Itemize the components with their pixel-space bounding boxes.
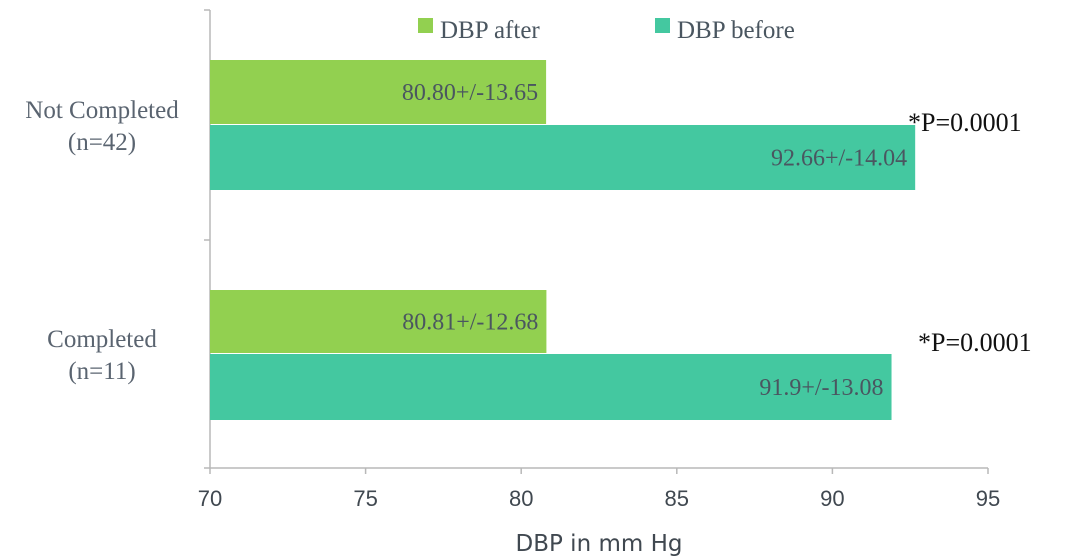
- x-tick-label: 90: [820, 486, 844, 511]
- category-count: (n=11): [68, 358, 135, 385]
- category-label: Completed: [47, 326, 157, 353]
- bar-data-label: 80.81+/-12.68: [402, 310, 538, 336]
- legend-swatch: [655, 18, 670, 33]
- bar-dbp-after: [210, 290, 547, 353]
- axes: 70 75 80 85 90 95 DBP in mm Hg: [198, 9, 1000, 556]
- labels: 80.80+/-13.65 92.66+/-14.04 Not Completed (…: [25, 80, 1031, 401]
- bar-data-label: 80.80+/-13.65: [402, 80, 538, 106]
- bar-dbp-before: [210, 125, 916, 190]
- x-tick-label: 75: [353, 486, 377, 511]
- bars: [210, 60, 916, 420]
- p-value-annotation: *P=0.0001: [918, 328, 1032, 357]
- x-tick-label: 80: [509, 486, 533, 511]
- bar-data-label: 91.9+/-13.08: [759, 375, 883, 401]
- p-value-annotation: *P=0.0001: [908, 108, 1022, 137]
- category-label: Not Completed: [25, 97, 179, 124]
- legend: DBP after DBP before: [418, 17, 795, 44]
- category-count: (n=42): [68, 129, 136, 156]
- x-tick-label: 70: [198, 486, 222, 511]
- x-axis-title: DBP in mm Hg: [516, 531, 683, 556]
- legend-label: DBP after: [440, 17, 540, 44]
- x-tick-label: 95: [976, 486, 1000, 511]
- legend-label: DBP before: [677, 17, 795, 44]
- bar-dbp-after: [210, 60, 547, 124]
- x-tick-label: 85: [665, 486, 689, 511]
- bar-data-label: 92.66+/-14.04: [771, 146, 907, 172]
- bar-dbp-before: [210, 354, 892, 420]
- legend-swatch: [418, 18, 433, 33]
